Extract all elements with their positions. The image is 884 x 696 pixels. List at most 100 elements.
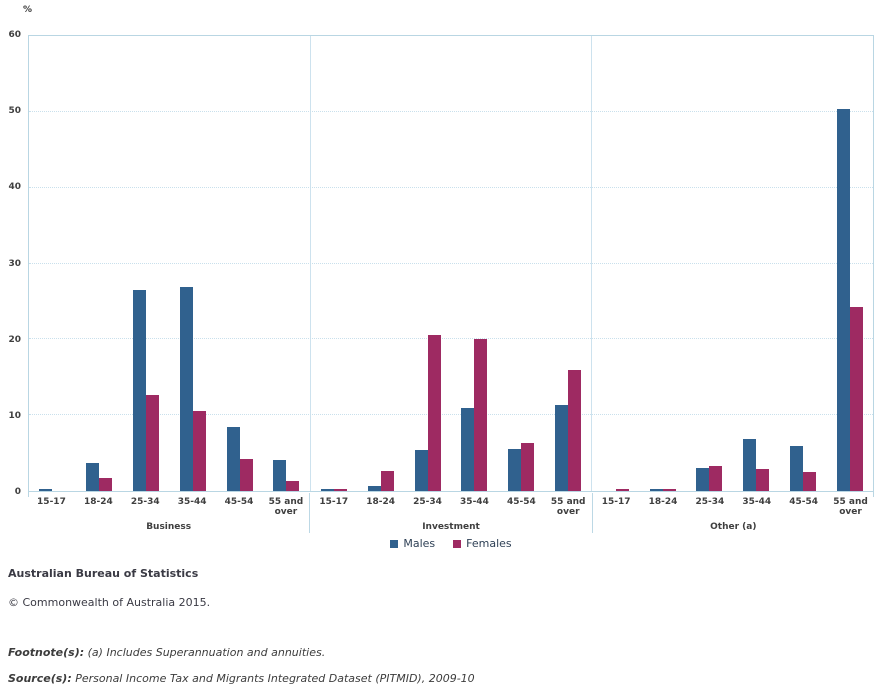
y-tick-label: 30: [8, 258, 21, 269]
gridline: [29, 186, 873, 188]
bar-males: [836, 108, 850, 491]
category-label: 45-54: [789, 497, 819, 507]
category-cell: [733, 36, 780, 491]
category-cell: [123, 36, 170, 491]
category-cell: [779, 36, 826, 491]
category-cell: [592, 36, 639, 491]
plot-area: [28, 35, 874, 492]
bar-males: [414, 450, 428, 491]
category-label: 25-34: [413, 497, 442, 507]
footnote: Footnote(s): (a) Includes Superannuation…: [8, 646, 325, 659]
bar-females: [849, 306, 863, 491]
bar-females: [380, 470, 394, 491]
bar-females: [709, 465, 723, 491]
category-cell: [498, 36, 545, 491]
category-cell: [826, 36, 873, 491]
gridline: [29, 262, 873, 264]
axis-edge-tick-right: [873, 492, 874, 497]
category-label-row: 15-17 18-24 25-34 35-44 45-54 55 and over: [593, 497, 874, 517]
category-cell: [639, 36, 686, 491]
category-cell: [76, 36, 123, 491]
category-label: 18-24: [366, 497, 396, 507]
group-label: Other (a): [710, 522, 757, 532]
y-axis: 0 10 20 30 40 50 60: [0, 30, 24, 497]
bar-females: [145, 394, 159, 491]
bar-males: [132, 290, 146, 491]
bar-females: [474, 339, 488, 491]
copyright-notice: © Commonwealth of Australia 2015.: [8, 596, 211, 609]
gridline: [29, 338, 873, 340]
legend-label: Males: [403, 537, 436, 550]
bar-males: [508, 448, 522, 491]
category-label: 35-44: [177, 497, 207, 507]
category-cell: [216, 36, 263, 491]
group-label: Investment: [422, 522, 480, 532]
bar-females: [99, 478, 113, 491]
source: Source(s): Personal Income Tax and Migra…: [8, 672, 475, 685]
category-cell: [686, 36, 733, 491]
category-label-row: 15-17 18-24 25-34 35-44 45-54 55 and over: [310, 497, 591, 517]
bar-females: [239, 459, 253, 491]
category-label: 15-17: [319, 497, 349, 507]
x-axis-group: 15-17 18-24 25-34 35-44 45-54 55 and over Othe…: [591, 493, 874, 533]
category-label: 25-34: [130, 497, 160, 507]
category-label: 55 and over: [550, 497, 586, 517]
legend-item-females: Females: [453, 537, 512, 550]
bar-groups-container: [29, 36, 873, 491]
source-label: Source(s):: [8, 672, 72, 685]
category-cell: [263, 36, 310, 491]
category-label: 18-24: [648, 497, 678, 507]
y-tick-label: 40: [8, 182, 21, 193]
bar-males: [554, 404, 568, 491]
footnote-text: (a) Includes Superannuation and annuitie…: [84, 646, 326, 659]
y-axis-unit-label: %: [23, 5, 33, 15]
bar-males: [743, 439, 757, 491]
category-cell: [545, 36, 592, 491]
category-label: 35-44: [460, 497, 489, 507]
x-axis: 15-17 18-24 25-34 35-44 45-54 55 and over Busi…: [28, 493, 874, 533]
bar-females: [802, 472, 816, 491]
category-label: 45-54: [224, 497, 254, 507]
bar-females: [567, 370, 581, 491]
bar-males: [649, 488, 663, 491]
bar-group-business: [29, 36, 310, 491]
bar-males: [226, 427, 240, 491]
category-cell: [451, 36, 498, 491]
bar-males: [789, 446, 803, 491]
bar-females: [427, 334, 441, 491]
category-label: 18-24: [83, 497, 113, 507]
bar-group-other-a-: [591, 36, 873, 491]
bar-females: [192, 410, 206, 491]
gridline: [29, 110, 873, 112]
source-text: Personal Income Tax and Migrants Integra…: [71, 672, 475, 685]
legend: Males Females: [28, 537, 874, 550]
x-axis-group: 15-17 18-24 25-34 35-44 45-54 55 and over Inve…: [309, 493, 591, 533]
group-label: Business: [146, 522, 192, 532]
category-cell: [357, 36, 404, 491]
bar-females: [521, 443, 535, 491]
category-label-row: 15-17 18-24 25-34 35-44 45-54 55 and over: [28, 497, 309, 517]
y-tick-label: 0: [14, 487, 21, 497]
bar-females: [615, 489, 629, 491]
category-cell: [29, 36, 76, 491]
bar-females: [662, 489, 676, 491]
y-tick-label: 60: [8, 30, 21, 40]
abs-attribution: Australian Bureau of Statistics: [8, 567, 199, 580]
footnote-label: Footnote(s):: [8, 646, 85, 659]
category-cell: [169, 36, 216, 491]
category-label: 15-17: [601, 497, 631, 507]
legend-swatch-males: [390, 539, 399, 548]
y-tick-label: 20: [8, 334, 21, 345]
gridline: [29, 414, 873, 416]
bar-males: [696, 467, 710, 491]
y-tick-label: 10: [8, 410, 21, 421]
category-label: 35-44: [742, 497, 772, 507]
category-cell: [311, 36, 358, 491]
category-label: 45-54: [506, 497, 536, 507]
bar-females: [334, 489, 348, 491]
category-label: 25-34: [695, 497, 725, 507]
x-axis-group: 15-17 18-24 25-34 35-44 45-54 55 and over Busi…: [28, 493, 309, 533]
y-tick-label: 50: [8, 106, 21, 117]
bar-males: [461, 407, 475, 491]
bar-females: [756, 469, 770, 491]
